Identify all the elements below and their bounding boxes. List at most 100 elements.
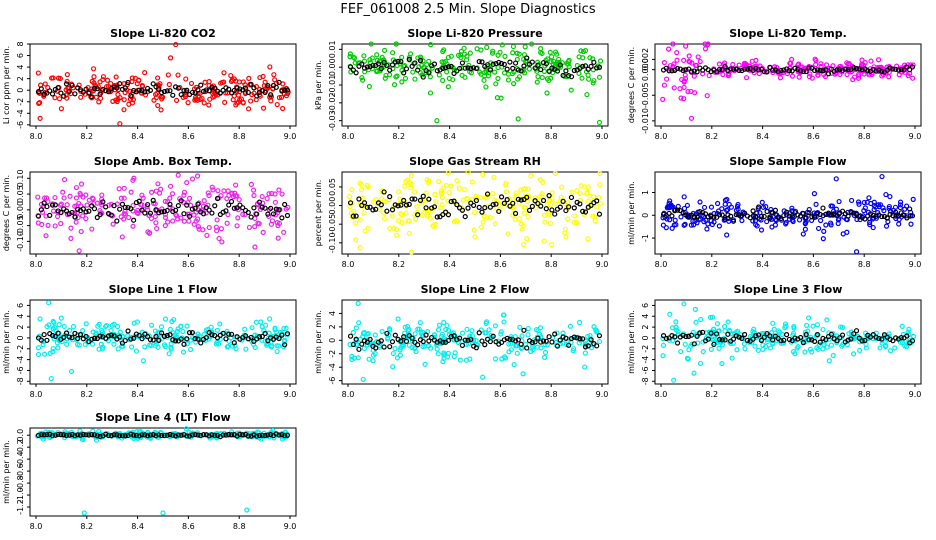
data-point (446, 189, 452, 196)
chart-title: Slope Line 3 Flow (734, 283, 843, 296)
data-point (402, 324, 408, 330)
reference-point (412, 60, 418, 66)
data-point (278, 94, 285, 100)
data-point (266, 316, 273, 322)
reference-point (47, 88, 53, 94)
data-point (685, 88, 691, 95)
reference-point (122, 204, 128, 211)
reference-point (52, 202, 58, 208)
reference-point (381, 189, 387, 195)
data-point (505, 77, 512, 83)
data-point (80, 328, 86, 334)
data-point (37, 316, 43, 322)
data-point (415, 326, 421, 332)
data-point (552, 49, 559, 55)
reference-point (834, 212, 840, 219)
reference-point (722, 63, 728, 70)
data-point (259, 193, 265, 200)
reference-point (585, 343, 591, 349)
outlier-point (515, 116, 521, 122)
reference-point (245, 89, 251, 96)
reference-point (582, 63, 589, 69)
reference-point (353, 70, 359, 76)
reference-point (198, 340, 204, 346)
data-point (355, 355, 361, 361)
reference-point (248, 81, 254, 87)
chart-panel: Slope Amb. Box Temp.degrees C per min. -0… (2, 155, 297, 269)
data-point (591, 194, 597, 200)
reference-point (256, 334, 263, 340)
data-point (73, 195, 80, 201)
data-point (242, 326, 248, 332)
data-point (585, 236, 591, 242)
reference-point (756, 204, 762, 210)
data-point (770, 340, 776, 346)
reference-point (69, 335, 75, 341)
reference-point (560, 72, 566, 79)
y-tick-label: -2 (16, 98, 25, 106)
data-point (350, 54, 356, 60)
data-point (56, 322, 62, 328)
reference-point (778, 67, 784, 74)
reference-point (251, 85, 257, 91)
reference-point (254, 211, 260, 217)
reference-point (462, 213, 468, 220)
reference-point (350, 67, 356, 73)
x-tick-label: 8.4 (443, 390, 456, 399)
x-tick-label: 8.4 (756, 132, 769, 141)
reference-point (114, 218, 120, 224)
data-point (153, 341, 159, 347)
data-point (700, 339, 706, 345)
reference-point (401, 334, 407, 340)
reference-point (797, 68, 804, 74)
data-point (433, 199, 439, 205)
reference-point (767, 333, 773, 339)
data-point (252, 244, 258, 250)
data-point (458, 48, 465, 54)
reference-point (448, 198, 454, 205)
data-point (755, 347, 761, 353)
reference-point (714, 331, 720, 337)
reference-point (753, 213, 759, 220)
data-point (252, 223, 258, 230)
data-point (214, 217, 220, 223)
data-point (119, 333, 125, 340)
reference-point (61, 334, 67, 341)
data-point (394, 355, 401, 361)
reference-point (420, 74, 426, 80)
reference-point (697, 330, 703, 336)
reference-point (426, 338, 432, 344)
data-point (57, 202, 63, 208)
data-point (544, 202, 550, 208)
data-point (767, 345, 774, 351)
reference-point (49, 202, 56, 208)
data-point (361, 345, 368, 352)
reference-point (688, 69, 695, 75)
y-tick-label: 0 (16, 335, 25, 340)
reference-point (532, 339, 538, 345)
data-point (361, 58, 368, 64)
data-point (96, 321, 102, 327)
data-point (828, 203, 834, 209)
reference-point (473, 65, 479, 72)
reference-point (845, 66, 851, 72)
reference-point (195, 87, 201, 93)
data-point (229, 191, 235, 197)
data-point (426, 343, 432, 349)
data-point (118, 195, 125, 201)
y-tick-label: -0.005 (641, 82, 650, 108)
reference-point (178, 91, 184, 98)
plot-frame (29, 299, 297, 385)
reference-point (440, 339, 446, 345)
data-point (495, 52, 501, 58)
data-point (260, 229, 266, 235)
reference-point (683, 67, 689, 73)
reference-point (451, 333, 457, 339)
reference-point (540, 197, 547, 204)
reference-point (117, 433, 123, 439)
data-point (420, 58, 426, 64)
reference-point (719, 67, 725, 73)
data-point (242, 82, 248, 88)
y-tick-label: -4 (328, 363, 337, 371)
